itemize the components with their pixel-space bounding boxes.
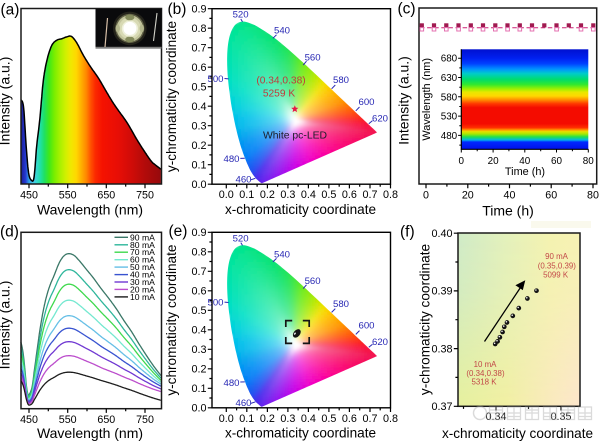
svg-text:480: 480 xyxy=(441,131,458,142)
svg-text:20: 20 xyxy=(488,156,499,167)
svg-text:10 mA: 10 mA xyxy=(130,292,155,302)
svg-text:750: 750 xyxy=(136,190,154,202)
svg-text:580: 580 xyxy=(441,92,458,103)
svg-text:0.38: 0.38 xyxy=(431,343,452,355)
svg-text:450: 450 xyxy=(20,190,38,202)
svg-text:450: 450 xyxy=(20,414,38,426)
svg-text:40: 40 xyxy=(519,156,530,167)
svg-text:90 mA: 90 mA xyxy=(130,232,155,242)
svg-text:(e): (e) xyxy=(169,223,188,240)
svg-text:30 mA: 30 mA xyxy=(130,277,155,287)
svg-text:(0.35,0.39): (0.35,0.39) xyxy=(538,261,577,270)
svg-text:y-chromaticity coordinate: y-chromaticity coordinate xyxy=(418,244,433,395)
svg-text:0.37: 0.37 xyxy=(431,401,452,413)
svg-text:(0.34,0.38): (0.34,0.38) xyxy=(256,75,305,86)
svg-text:680: 680 xyxy=(441,54,458,65)
svg-text:650: 650 xyxy=(97,414,115,426)
svg-text:20: 20 xyxy=(462,190,474,202)
svg-text:60 mA: 60 mA xyxy=(130,255,155,265)
svg-text:0: 0 xyxy=(459,156,465,167)
svg-text:(b): (b) xyxy=(168,1,187,18)
svg-text:Intensity (a.u.): Intensity (a.u.) xyxy=(396,56,412,145)
svg-text:Wavelength (nm): Wavelength (nm) xyxy=(37,202,143,218)
svg-text:(0.34,0.38): (0.34,0.38) xyxy=(466,369,505,378)
svg-text:20 mA: 20 mA xyxy=(130,284,155,294)
svg-text:Wavelength (nm): Wavelength (nm) xyxy=(421,58,433,141)
svg-text:5318 K: 5318 K xyxy=(471,377,497,386)
svg-text:(f): (f) xyxy=(400,224,415,241)
svg-text:70 mA: 70 mA xyxy=(130,247,155,257)
svg-text:Intensity (a.u.): Intensity (a.u.) xyxy=(0,281,13,370)
svg-text:550: 550 xyxy=(59,190,77,202)
svg-text:White pc-LED: White pc-LED xyxy=(263,131,327,142)
svg-text:750: 750 xyxy=(136,414,154,426)
svg-text:40: 40 xyxy=(504,190,516,202)
svg-text:80: 80 xyxy=(587,190,599,202)
svg-text:90 mA: 90 mA xyxy=(545,252,569,261)
svg-text:80 mA: 80 mA xyxy=(130,240,155,250)
svg-text:Wavelength (nm): Wavelength (nm) xyxy=(37,425,143,441)
svg-text:5099 K: 5099 K xyxy=(543,270,569,279)
svg-text:10 mA: 10 mA xyxy=(474,360,498,369)
svg-text:50 mA: 50 mA xyxy=(130,262,155,272)
svg-text:80: 80 xyxy=(583,156,594,167)
svg-text:650: 650 xyxy=(97,190,115,202)
svg-text:60: 60 xyxy=(545,190,557,202)
svg-text:(d): (d) xyxy=(0,223,19,240)
svg-text:550: 550 xyxy=(59,414,77,426)
svg-text:Time (h): Time (h) xyxy=(505,166,545,178)
svg-text:Time (h): Time (h) xyxy=(482,203,534,219)
svg-text:0.40: 0.40 xyxy=(431,228,452,240)
svg-text:5259 K: 5259 K xyxy=(263,89,295,100)
svg-text:0.35: 0.35 xyxy=(551,411,572,423)
svg-text:Intensity (a.u.): Intensity (a.u.) xyxy=(0,57,13,146)
svg-text:40 mA: 40 mA xyxy=(130,270,155,280)
svg-text:60: 60 xyxy=(551,156,562,167)
svg-text:(c): (c) xyxy=(398,1,416,18)
svg-text:0.39: 0.39 xyxy=(431,286,452,298)
svg-text:(a): (a) xyxy=(1,1,20,18)
svg-text:0: 0 xyxy=(423,190,429,202)
svg-text:630: 630 xyxy=(441,73,458,84)
svg-text:0.34: 0.34 xyxy=(486,411,507,423)
svg-text:x-chromaticity coordinate: x-chromaticity coordinate xyxy=(442,426,593,441)
svg-text:530: 530 xyxy=(441,112,458,123)
